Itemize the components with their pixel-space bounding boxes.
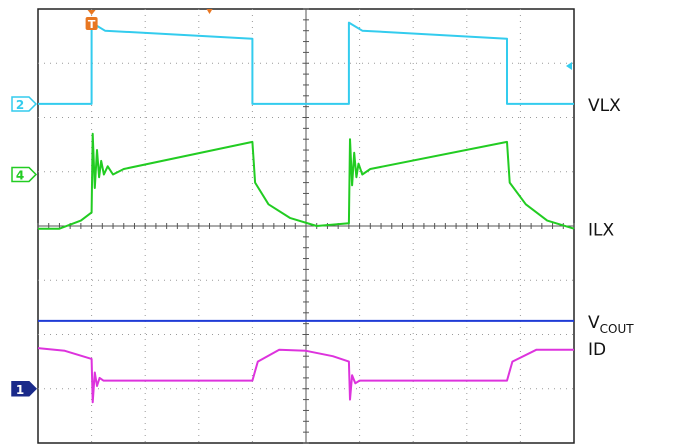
channel-1-ground-marker: 1	[11, 381, 38, 397]
traces	[37, 21, 575, 404]
trace-label-vcout: VCOUT	[588, 313, 634, 336]
trace-label-id: ID	[588, 340, 606, 360]
trace-vlx	[38, 21, 574, 105]
channel-2-ground-marker: 2	[11, 96, 38, 112]
channel-4-ground-marker: 4	[11, 166, 38, 182]
trigger-level-marker	[566, 61, 572, 70]
trace-label-vlx: VLX	[588, 96, 621, 116]
trace-labels: VLX ILX VCOUT ID	[588, 96, 634, 360]
trace-ilx	[38, 132, 575, 230]
time-reference-marker	[206, 9, 213, 14]
trace-id	[37, 347, 574, 404]
channel-markers: 2 4 1 T	[11, 9, 572, 397]
svg-text:1: 1	[16, 383, 24, 397]
trace-label-ilx: ILX	[588, 221, 614, 241]
trigger-marker: T	[85, 10, 98, 31]
svg-text:4: 4	[16, 168, 24, 182]
svg-text:T: T	[88, 18, 96, 31]
svg-text:2: 2	[16, 98, 24, 112]
